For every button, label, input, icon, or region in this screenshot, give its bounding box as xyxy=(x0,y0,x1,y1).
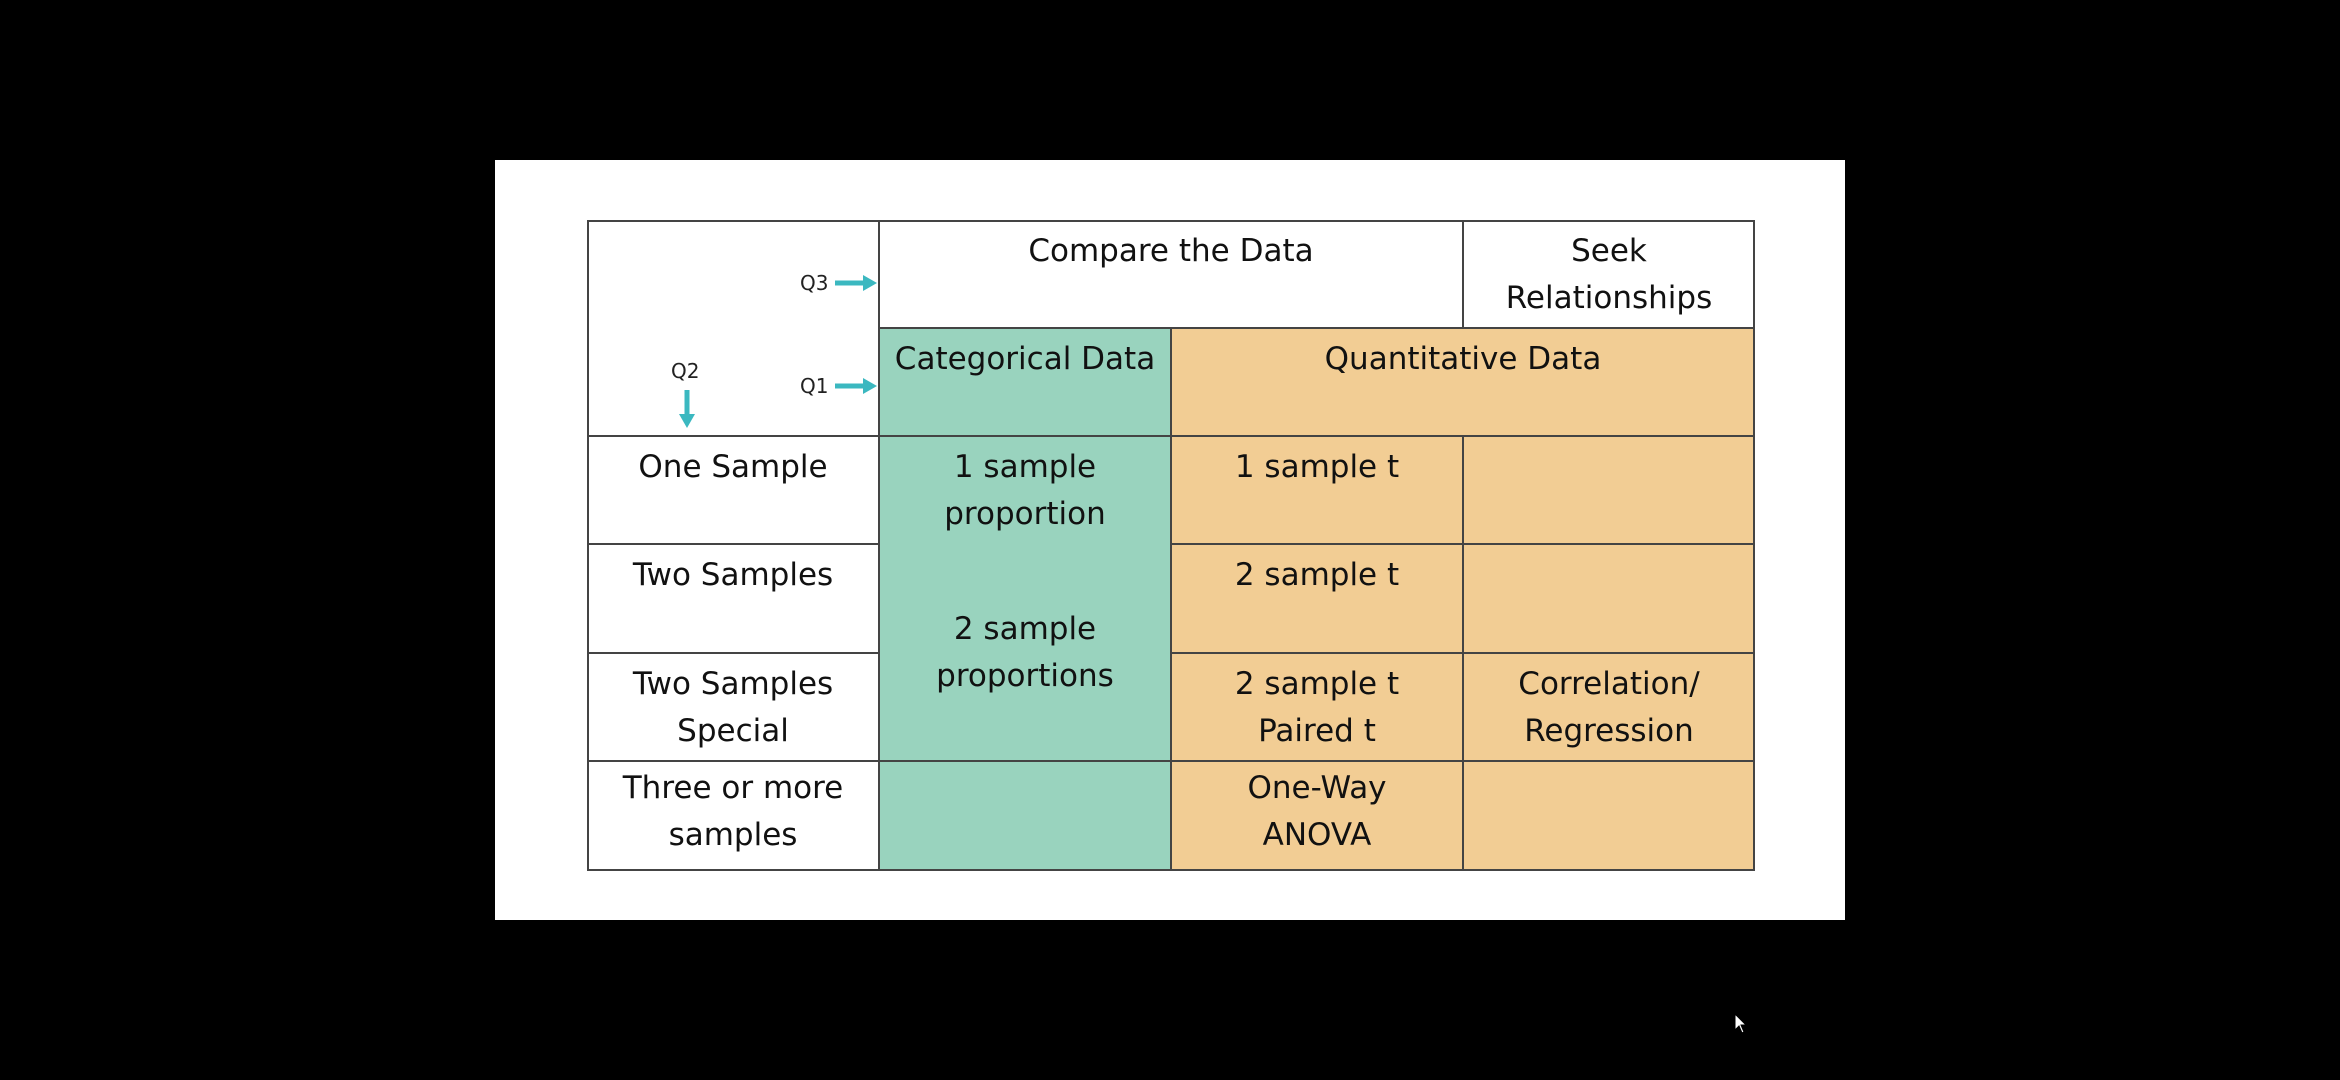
row-label-two-samples: Two Samples xyxy=(587,544,879,653)
seek-relationships-header: Seek Relationships xyxy=(1463,220,1755,328)
quantitative-data-header: Quantitative Data xyxy=(1171,328,1755,436)
cell-text: One-Way xyxy=(1247,770,1387,806)
mouse-cursor-icon xyxy=(1734,1013,1748,1034)
q3-label: Q3 xyxy=(800,271,829,295)
cell-text: ANOVA xyxy=(1262,817,1372,853)
row-label-text: Two Samples xyxy=(632,557,834,593)
seek-header-line1: Seek xyxy=(1571,233,1647,269)
seek-header-line2: Relationships xyxy=(1505,280,1713,316)
cell-one-sample-categorical: 1 sample proportion xyxy=(879,436,1171,544)
row-label-text: Three or more xyxy=(622,770,844,806)
arrow-right-icon xyxy=(835,378,877,394)
categorical-header-text: Categorical Data xyxy=(894,341,1156,377)
compare-the-data-header: Compare the Data xyxy=(879,220,1463,328)
categorical-data-header: Categorical Data xyxy=(879,328,1171,436)
arrow-right-icon xyxy=(835,275,877,291)
cell-text: 2 sample xyxy=(953,610,1097,647)
q2-label: Q2 xyxy=(671,359,700,383)
q1-label: Q1 xyxy=(800,374,829,398)
categorical-column-fill xyxy=(879,328,1171,870)
cell-two-samples-special-relationships: Correlation/ Regression xyxy=(1463,653,1755,761)
table-border-left xyxy=(587,220,589,871)
row-label-three-or-more: Three or more samples xyxy=(587,761,879,870)
table-border-right xyxy=(1753,220,1755,871)
col-divider-1 xyxy=(878,220,880,871)
cell-text: Regression xyxy=(1524,713,1694,749)
compare-header-text: Compare the Data xyxy=(1028,233,1314,269)
cell-text: 1 sample t xyxy=(1234,449,1400,485)
cell-text: proportion xyxy=(944,496,1106,532)
cell-two-sample-proportions: 2 sample proportions xyxy=(879,544,1171,761)
cell-three-or-more-quantitative: One-Way ANOVA xyxy=(1171,761,1463,870)
quantitative-header-text: Quantitative Data xyxy=(1324,341,1602,377)
cell-text: Correlation/ xyxy=(1518,666,1700,702)
col-divider-3-upper xyxy=(1462,220,1464,328)
row-label-text: Special xyxy=(677,713,789,749)
cell-one-sample-quantitative: 1 sample t xyxy=(1171,436,1463,544)
cell-text: 2 sample t xyxy=(1234,666,1400,702)
row-divider-header xyxy=(879,327,1755,329)
row-divider-2b xyxy=(1171,543,1755,545)
arrow-down-icon xyxy=(679,390,695,428)
cell-text: 2 sample t xyxy=(1234,557,1400,593)
cell-two-samples-special-quantitative: 2 sample t Paired t xyxy=(1171,653,1463,761)
row-label-text: One Sample xyxy=(638,449,828,485)
cell-two-samples-quantitative: 2 sample t xyxy=(1171,544,1463,653)
cell-text: proportions xyxy=(936,657,1114,694)
row-divider-3b xyxy=(1171,652,1755,654)
row-label-text: samples xyxy=(668,817,798,853)
row-label-one-sample: One Sample xyxy=(587,436,879,544)
table-border-top xyxy=(587,220,1755,222)
row-divider-1 xyxy=(587,435,1755,437)
cell-text: 1 sample xyxy=(953,449,1097,485)
row-label-two-samples-special: Two Samples Special xyxy=(587,653,879,761)
col-divider-2 xyxy=(1170,328,1172,871)
slide: Compare the Data Seek Relationships Cate… xyxy=(495,160,1845,920)
row-divider-4 xyxy=(587,760,1755,762)
row-label-text: Two Samples xyxy=(632,666,834,702)
cell-text: Paired t xyxy=(1258,713,1376,749)
row-divider-3 xyxy=(587,652,879,654)
row-divider-2 xyxy=(587,543,879,545)
